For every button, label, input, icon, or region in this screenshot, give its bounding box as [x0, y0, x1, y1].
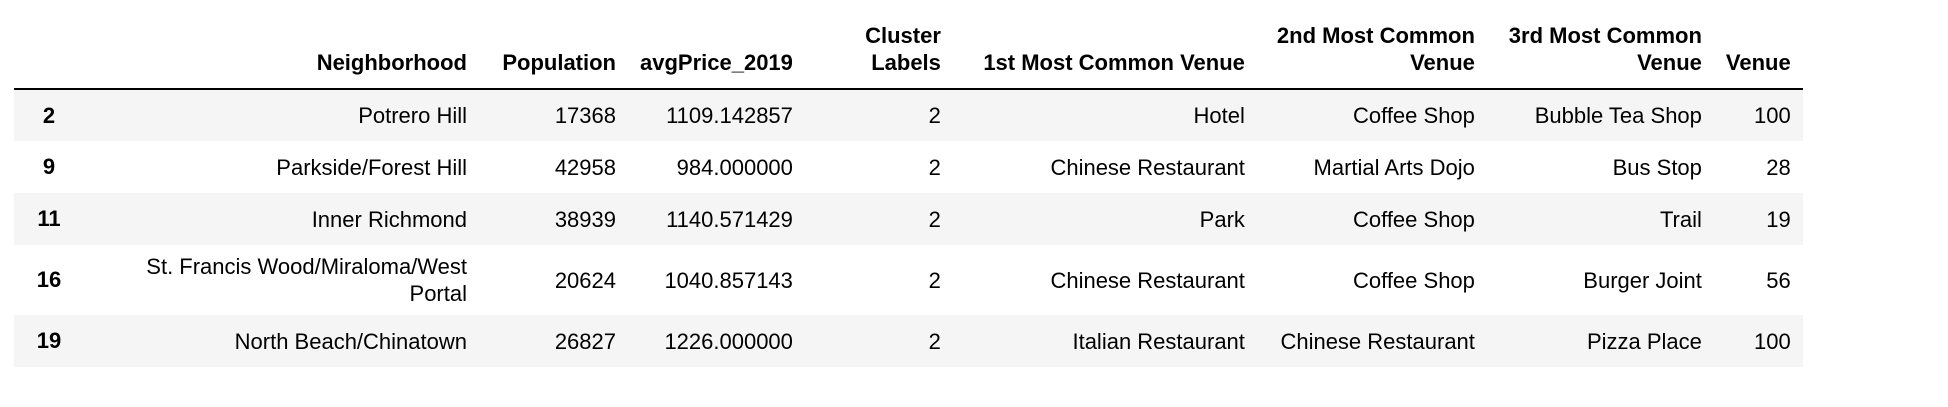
cell-neighborhood: Potrero Hill — [358, 103, 467, 128]
cell-venue: 19 — [1766, 206, 1791, 232]
cell-2nd-venue: Chinese Restaurant — [1280, 328, 1475, 354]
header-venue: Venue — [1713, 16, 1803, 90]
cell-avgprice-2019: 1040.857143 — [664, 267, 793, 293]
cell-2nd-venue: Coffee Shop — [1352, 103, 1475, 128]
header-population: Population — [479, 16, 628, 90]
cell-1st-venue: Park — [1199, 206, 1245, 232]
header-2nd-most-common-venue: 2nd Most Common Venue — [1256, 16, 1487, 90]
cell-neighborhood: St. Francis Wood/Miraloma/West Portal — [146, 254, 467, 306]
cell-avgprice-2019: 1109.142857 — [666, 103, 793, 128]
table-header: Neighborhood Population avgPrice_2019 Cl… — [14, 16, 1803, 90]
cell-neighborhood: Parkside/Forest Hill — [276, 154, 467, 180]
cell-3rd-venue: Trail — [1659, 206, 1702, 232]
cell-avgprice-2019: 984.000000 — [676, 154, 793, 180]
header-cluster-labels: Cluster Labels — [804, 16, 953, 90]
cell-1st-venue: Hotel — [1193, 103, 1245, 128]
cell-population: 17368 — [554, 103, 616, 128]
table-row: 16 St. Francis Wood/Miraloma/West Portal… — [14, 245, 1803, 315]
cell-population: 20624 — [554, 267, 616, 293]
cell-avgprice-2019: 1140.571429 — [666, 206, 793, 232]
cell-avgprice-2019: 1226.000000 — [664, 328, 793, 354]
cell-1st-venue: Chinese Restaurant — [1050, 267, 1245, 293]
cell-cluster-labels: 2 — [928, 328, 941, 354]
row-index: 19 — [36, 328, 62, 353]
table-row: 2 Potrero Hill 17368 1109.142857 2 Hotel… — [14, 89, 1803, 141]
cell-venue: 100 — [1754, 328, 1791, 354]
table-row: 19 North Beach/Chinatown 26827 1226.0000… — [14, 315, 1803, 367]
cell-cluster-labels: 2 — [928, 103, 941, 128]
table-body: 2 Potrero Hill 17368 1109.142857 2 Hotel… — [14, 89, 1803, 367]
header-row: Neighborhood Population avgPrice_2019 Cl… — [14, 16, 1803, 90]
cell-1st-venue: Chinese Restaurant — [1050, 154, 1245, 180]
row-index: 9 — [42, 154, 56, 179]
table-row: 9 Parkside/Forest Hill 42958 984.000000 … — [14, 141, 1803, 193]
header-avgprice-2019: avgPrice_2019 — [628, 16, 805, 90]
cell-1st-venue: Italian Restaurant — [1072, 328, 1245, 354]
cell-cluster-labels: 2 — [928, 267, 941, 293]
row-index: 16 — [36, 267, 62, 292]
cell-population: 42958 — [554, 154, 616, 180]
cell-neighborhood: North Beach/Chinatown — [234, 328, 467, 354]
cell-3rd-venue: Bubble Tea Shop — [1534, 103, 1702, 128]
cell-cluster-labels: 2 — [928, 154, 941, 180]
cell-2nd-venue: Coffee Shop — [1352, 206, 1475, 232]
row-index: 2 — [42, 102, 56, 128]
cell-venue: 100 — [1754, 103, 1791, 128]
header-1st-most-common-venue: 1st Most Common Venue — [952, 16, 1257, 90]
header-3rd-most-common-venue: 3rd Most Common Venue — [1486, 16, 1714, 90]
cell-2nd-venue: Martial Arts Dojo — [1313, 154, 1475, 180]
cell-3rd-venue: Burger Joint — [1583, 267, 1702, 293]
cell-population: 26827 — [554, 328, 616, 354]
cell-population: 38939 — [554, 206, 616, 232]
cell-venue: 28 — [1766, 154, 1791, 180]
header-neighborhood: Neighborhood — [84, 16, 479, 90]
row-index: 11 — [37, 206, 61, 231]
cell-cluster-labels: 2 — [928, 206, 941, 232]
cell-3rd-venue: Pizza Place — [1586, 328, 1702, 354]
cell-neighborhood: Inner Richmond — [311, 206, 467, 232]
dataframe-table: Neighborhood Population avgPrice_2019 Cl… — [14, 16, 1803, 367]
cell-3rd-venue: Bus Stop — [1612, 154, 1702, 180]
cell-venue: 56 — [1766, 267, 1791, 293]
cell-2nd-venue: Coffee Shop — [1352, 267, 1475, 293]
table-row: 11 Inner Richmond 38939 1140.571429 2 Pa… — [14, 193, 1803, 245]
header-index — [14, 16, 84, 90]
